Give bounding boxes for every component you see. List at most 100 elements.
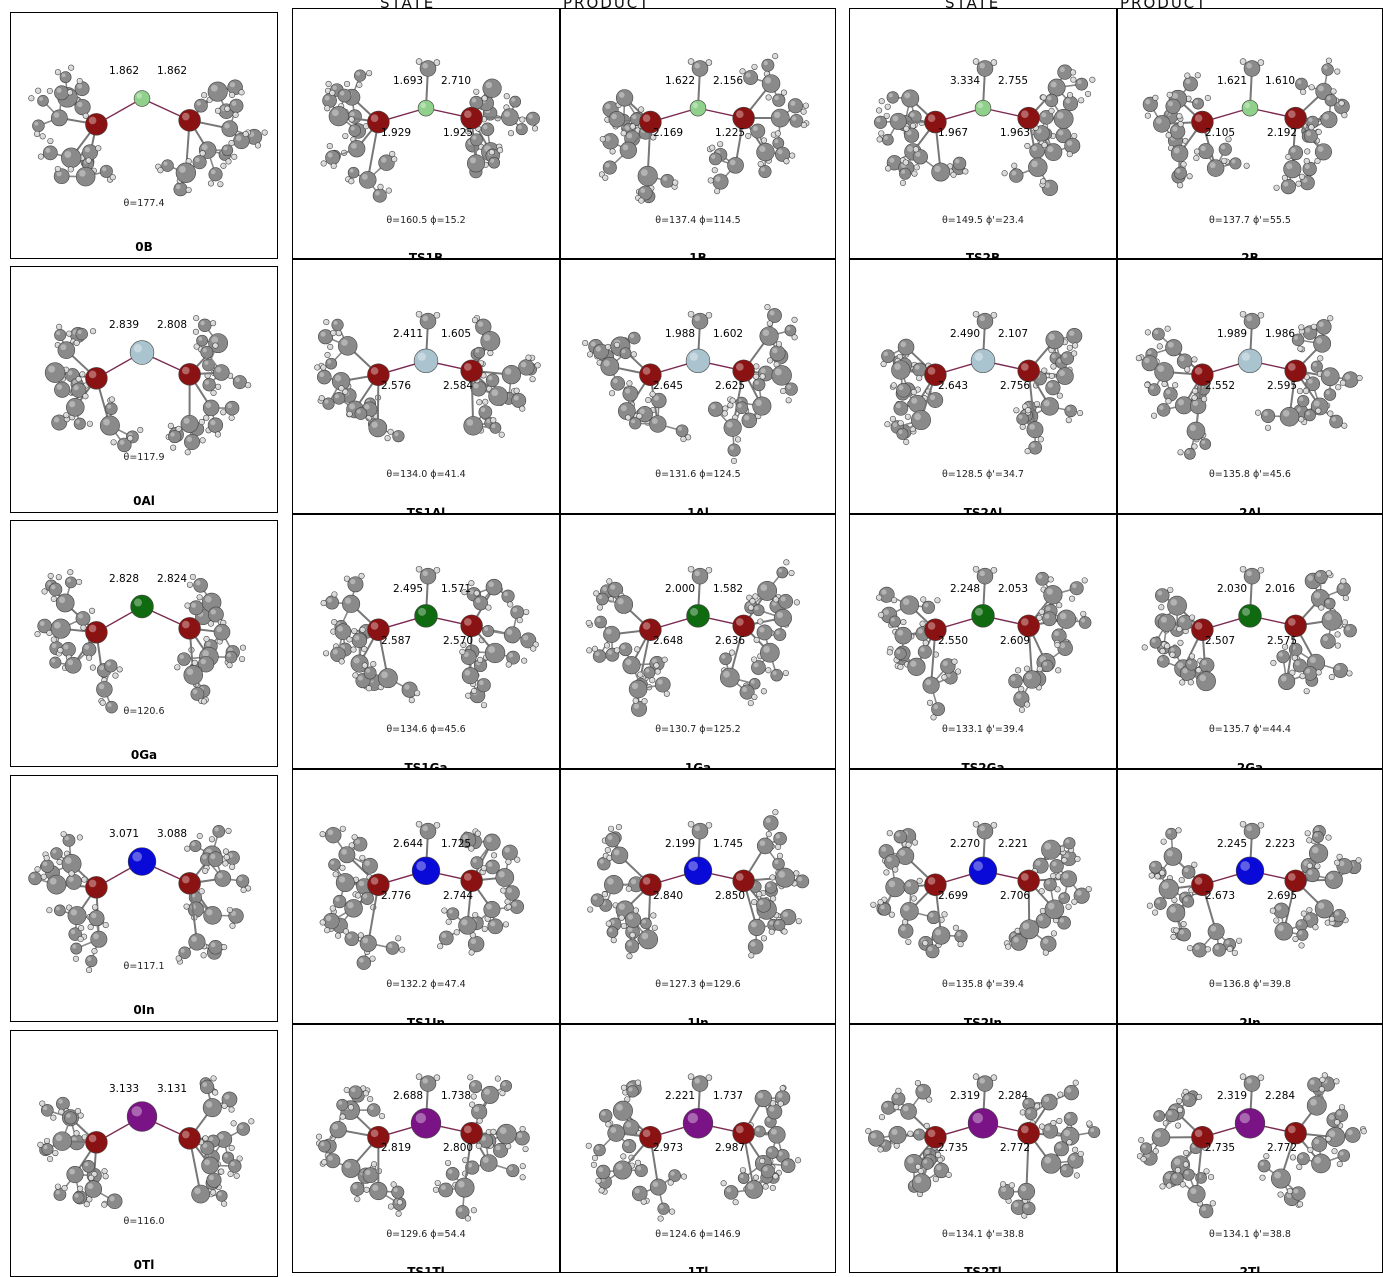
hydrogen-atom (1157, 344, 1163, 350)
carbon-atom (771, 109, 789, 127)
carbon-atom (1316, 319, 1331, 334)
carbon-atom-highlight (483, 125, 487, 129)
carbon-atom (184, 666, 203, 685)
carbon-atom (481, 123, 494, 136)
angle-values: θ=135.8 ϕ'=45.6 (1118, 469, 1382, 480)
hydrogen-atom-highlight (1056, 643, 1058, 645)
carbon-atom (349, 1086, 362, 1099)
hydrogen-atom (758, 161, 764, 167)
hydrogen-atom (1240, 311, 1246, 317)
hydrogen-atom (223, 861, 229, 867)
hydrogen-atom-highlight (348, 412, 350, 414)
angle-values: θ=133.1 ϕ'=39.4 (850, 724, 1116, 735)
hydrogen-atom (1177, 626, 1183, 632)
carbon-atom (64, 1112, 76, 1124)
carbon-atom (762, 75, 780, 93)
carbon-atom-highlight (763, 1167, 768, 1172)
carbon-atom-highlight (934, 166, 940, 172)
carbon-atom (629, 417, 641, 429)
hydrogen-atom (113, 673, 119, 679)
hydrogen-atom (1315, 864, 1321, 870)
carbon-atom-highlight (1072, 583, 1077, 588)
hydrogen-atom-highlight (56, 343, 58, 345)
methyl-carbon-atom-highlight (422, 826, 428, 832)
carbon-atom-highlight (471, 938, 477, 944)
hydrogen-atom-highlight (500, 1091, 502, 1093)
hydrogen-atom-highlight (198, 595, 200, 597)
hydrogen-atom-highlight (1283, 176, 1285, 178)
hydrogen-atom (1071, 77, 1077, 83)
carbon-atom (1154, 897, 1166, 909)
carbon-atom (765, 882, 777, 894)
hydrogen-atom (213, 343, 219, 349)
hydrogen-atom (733, 1199, 739, 1205)
hydrogen-atom (1090, 77, 1096, 83)
hydrogen-atom-highlight (1145, 383, 1147, 385)
carbon-atom-highlight (187, 437, 192, 442)
hydrogen-atom-highlight (588, 352, 590, 354)
carbon-atom-highlight (1225, 940, 1229, 944)
hydrogen-atom (353, 673, 359, 679)
hydrogen-atom (650, 391, 656, 397)
hydrogen-atom-highlight (213, 344, 215, 346)
hydrogen-atom-highlight (880, 1115, 882, 1117)
hydrogen-atom-highlight (360, 574, 362, 576)
carbon-atom (74, 418, 85, 429)
bond-length-label: 2.595 (1267, 380, 1297, 392)
carbon-atom-highlight (358, 676, 363, 681)
methyl-carbon-atom-highlight (694, 63, 700, 69)
carbon-atom-highlight (1159, 405, 1164, 410)
carbon-atom (713, 174, 728, 189)
hydrogen-atom-highlight (779, 1102, 781, 1104)
structure-label: 2Al (1118, 506, 1382, 514)
carbon-atom-highlight (1043, 662, 1047, 666)
hydrogen-atom-highlight (246, 886, 248, 888)
hydrogen-atom-highlight (1182, 922, 1184, 924)
carbon-atom-highlight (84, 1162, 88, 1166)
hydrogen-atom-highlight (906, 940, 908, 942)
carbon-atom-highlight (179, 655, 184, 660)
hydrogen-atom-highlight (118, 667, 120, 669)
carbon-atom-highlight (751, 680, 755, 684)
carbon-atom-highlight (502, 1082, 506, 1086)
hydrogen-atom (761, 935, 767, 941)
hydrogen-atom (360, 627, 366, 633)
hydrogen-atom-highlight (520, 118, 522, 120)
carbon-atom (501, 109, 518, 126)
hydrogen-atom (90, 328, 96, 334)
phosphorus-atom (1285, 107, 1307, 129)
carbon-atom-highlight (898, 430, 902, 434)
hydrogen-atom (770, 875, 776, 881)
hydrogen-atom (760, 374, 766, 380)
structure-label: 2B (1118, 251, 1382, 259)
carbon-atom (1058, 916, 1071, 929)
hydrogen-atom-highlight (417, 312, 419, 314)
carbon-atom (459, 917, 477, 935)
carbon-atom-highlight (106, 661, 110, 665)
hydrogen-atom-highlight (56, 167, 58, 169)
hydrogen-atom (1326, 570, 1332, 576)
hydrogen-atom-highlight (603, 176, 605, 178)
hydrogen-atom (1341, 578, 1347, 584)
hydrogen-atom (952, 659, 958, 665)
hydrogen-atom-highlight (339, 386, 341, 388)
carbon-atom-highlight (64, 151, 71, 158)
hydrogen-atom (1192, 444, 1198, 450)
hydrogen-atom (262, 130, 268, 136)
carbon-atom-highlight (1314, 833, 1318, 837)
hydrogen-atom (51, 637, 57, 643)
hydrogen-atom (1077, 410, 1083, 416)
hydrogen-atom-highlight (331, 331, 333, 333)
hydrogen-atom (604, 643, 610, 649)
hydrogen-atom (592, 1155, 598, 1161)
hydrogen-atom-highlight (53, 1151, 55, 1153)
carbon-atom (174, 182, 188, 196)
carbon-atom-highlight (781, 596, 786, 601)
hydrogen-atom-highlight (1307, 908, 1309, 910)
carbon-atom-highlight (894, 363, 901, 370)
carbon-atom (512, 393, 526, 407)
bond-length-label: 1.929 (381, 127, 411, 139)
hydrogen-atom (1298, 417, 1304, 423)
